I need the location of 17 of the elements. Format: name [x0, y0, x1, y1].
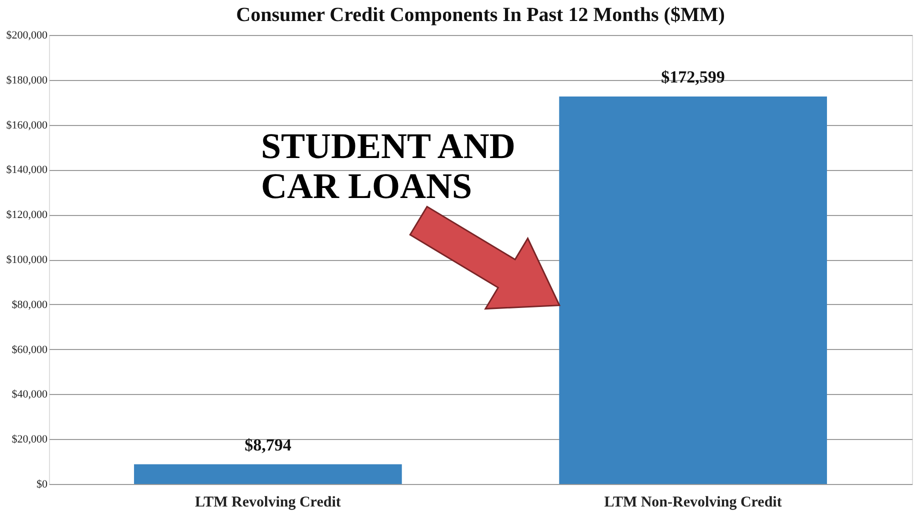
x-tick-label: LTM Non-Revolving Credit [604, 494, 782, 510]
y-tick-label: $20,000 [12, 434, 48, 446]
y-tick-label: $80,000 [12, 298, 48, 311]
data-label: $172,599 [661, 68, 725, 87]
y-tick-label: $180,000 [6, 74, 48, 86]
y-tick-label: $100,000 [6, 254, 48, 266]
y-tick-label: $120,000 [6, 209, 48, 222]
y-tick-label: $200,000 [6, 30, 48, 42]
annotation: STUDENT AND CAR LOANS [261, 126, 516, 206]
x-tick-label: LTM Revolving Credit [195, 494, 341, 510]
y-tick-label: $40,000 [12, 388, 48, 401]
chart-title: Consumer Credit Components In Past 12 Months ($MM) [236, 4, 725, 26]
y-tick-label: $140,000 [6, 164, 48, 176]
y-tick-label: $160,000 [6, 119, 48, 132]
y-tick-label: $60,000 [12, 344, 48, 356]
data-label: $8,794 [244, 435, 292, 454]
y-tick-label: $0 [36, 478, 48, 490]
